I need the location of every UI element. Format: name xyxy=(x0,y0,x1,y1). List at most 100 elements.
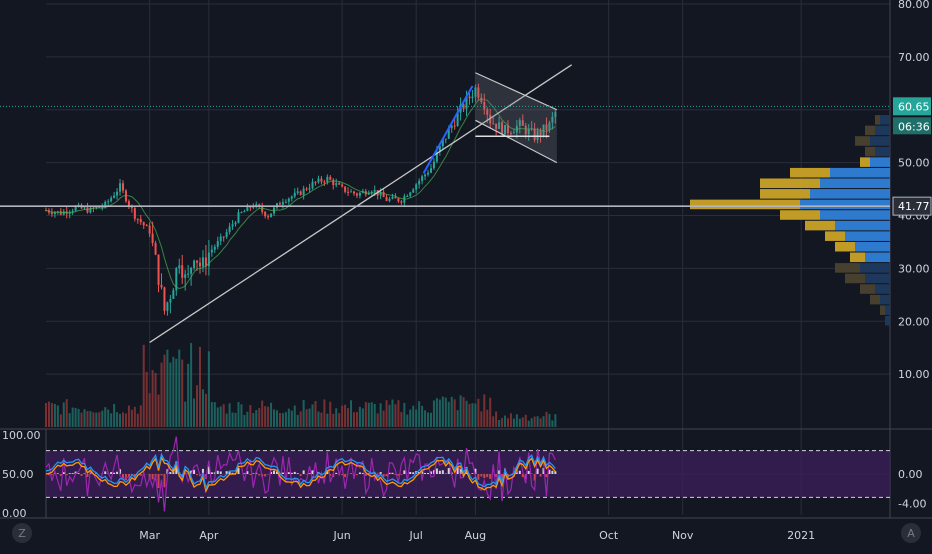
x-tick-label: Nov xyxy=(672,529,694,542)
histogram-bar xyxy=(480,474,482,476)
volume-bar xyxy=(270,403,272,427)
volume-bar xyxy=(326,414,328,427)
volume-bar xyxy=(427,413,429,427)
price-tick-label: 80.00 xyxy=(898,0,930,11)
volume-bar xyxy=(178,350,180,427)
volume-bar xyxy=(383,411,385,427)
vp-up-bar xyxy=(820,210,890,220)
histogram-bar xyxy=(436,468,438,474)
candle-body xyxy=(193,261,195,268)
volume-bar xyxy=(525,415,527,427)
volume-bar xyxy=(531,418,533,427)
volume-bar xyxy=(128,406,130,427)
volume-bar xyxy=(412,406,414,427)
histogram-bar xyxy=(537,469,539,474)
volume-bar xyxy=(276,410,278,427)
candle-body xyxy=(149,226,151,234)
candle-body xyxy=(312,182,314,188)
volume-bar xyxy=(522,417,524,427)
volume-bar xyxy=(190,343,192,427)
histogram-bar xyxy=(409,472,411,474)
candle-body xyxy=(237,212,239,222)
volume-bar xyxy=(329,402,331,427)
volume-bar xyxy=(66,399,68,427)
volume-bar xyxy=(258,408,260,427)
volume-bar xyxy=(282,413,284,427)
zoom-button[interactable]: Z xyxy=(12,523,32,543)
volume-bar xyxy=(528,421,530,427)
histogram-bar xyxy=(540,474,542,476)
volume-bar xyxy=(235,413,237,427)
candle-body xyxy=(471,97,473,98)
candle-body xyxy=(306,189,308,190)
candle-body xyxy=(267,216,269,217)
candle-body xyxy=(211,250,213,253)
histogram-bar xyxy=(335,473,337,474)
volume-bar xyxy=(57,405,59,427)
histogram-bar xyxy=(273,471,275,474)
impulse-line[interactable] xyxy=(424,86,473,173)
candle-body xyxy=(264,212,266,216)
volume-bar xyxy=(175,359,177,427)
candle-body xyxy=(220,237,222,242)
histogram-bar xyxy=(303,470,305,474)
volume-bar xyxy=(510,413,512,427)
histogram-bar xyxy=(294,472,296,474)
volume-bar xyxy=(504,416,506,427)
volume-bar xyxy=(394,404,396,427)
volume-bar xyxy=(486,410,488,427)
volume-bar xyxy=(181,360,183,427)
vp-up-bar xyxy=(885,316,890,326)
volume-bar xyxy=(332,414,334,427)
price-tick-label: 50.00 xyxy=(898,157,930,170)
volume-bar xyxy=(273,409,275,427)
histogram-bar xyxy=(448,468,450,474)
volume-bar xyxy=(415,410,417,427)
candle-body xyxy=(317,179,319,183)
volume-bar xyxy=(237,402,239,427)
candle-body xyxy=(341,185,343,187)
volume-bar xyxy=(483,394,485,427)
volume-bar xyxy=(371,402,373,427)
volume-bar xyxy=(445,398,447,427)
vp-down-bar xyxy=(805,221,835,231)
histogram-bar xyxy=(72,473,74,474)
candle-body xyxy=(196,261,198,263)
vp-up-bar xyxy=(875,284,890,294)
vp-down-bar xyxy=(780,210,820,220)
auto-scale-button[interactable]: A xyxy=(901,523,921,543)
candle-body xyxy=(291,197,293,199)
volume-bar xyxy=(98,412,100,427)
volume-bar xyxy=(217,407,219,427)
volume-bar xyxy=(264,406,266,427)
candle-body xyxy=(169,299,171,302)
vp-up-bar xyxy=(875,147,890,157)
candle-body xyxy=(285,202,287,203)
candle-body xyxy=(202,257,204,266)
volume-bar xyxy=(356,412,358,427)
volume-bar xyxy=(110,413,112,427)
candle-body xyxy=(232,224,234,226)
volume-bar xyxy=(229,403,231,427)
vp-up-bar xyxy=(865,253,890,263)
candle-body xyxy=(190,268,192,274)
volume-bar xyxy=(442,397,444,427)
histogram-bar xyxy=(288,472,290,474)
candle-body xyxy=(172,290,174,299)
histogram-bar xyxy=(391,473,393,474)
volume-bar xyxy=(338,413,340,427)
histogram-bar xyxy=(442,470,444,474)
vp-up-bar xyxy=(870,157,890,167)
candle-body xyxy=(326,177,328,182)
volume-bar xyxy=(380,403,382,427)
indicator-left-tick: 0.00 xyxy=(2,507,27,520)
volume-profile xyxy=(690,115,890,326)
histogram-bar xyxy=(477,474,479,480)
volume-bar xyxy=(261,401,263,427)
histogram-bar xyxy=(113,473,115,474)
flag-pattern-fill[interactable] xyxy=(475,73,556,163)
volume-bar xyxy=(252,413,254,427)
vp-up-bar xyxy=(830,168,890,178)
volume-bar xyxy=(495,411,497,427)
